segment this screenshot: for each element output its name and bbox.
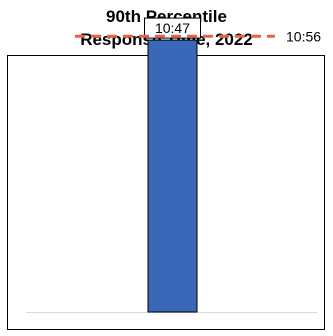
reference-line-label: 10:56 bbox=[286, 28, 321, 44]
chart-title: 90th Percentile Response Time, 2022 bbox=[0, 5, 333, 51]
bar-value-label: 10:47 bbox=[155, 20, 190, 36]
bar-value-label-box bbox=[144, 17, 201, 39]
bars-group: 10:47 bbox=[144, 17, 201, 313]
chart-title-line-2: Response Time, 2022 bbox=[80, 30, 253, 49]
bar bbox=[147, 39, 198, 313]
